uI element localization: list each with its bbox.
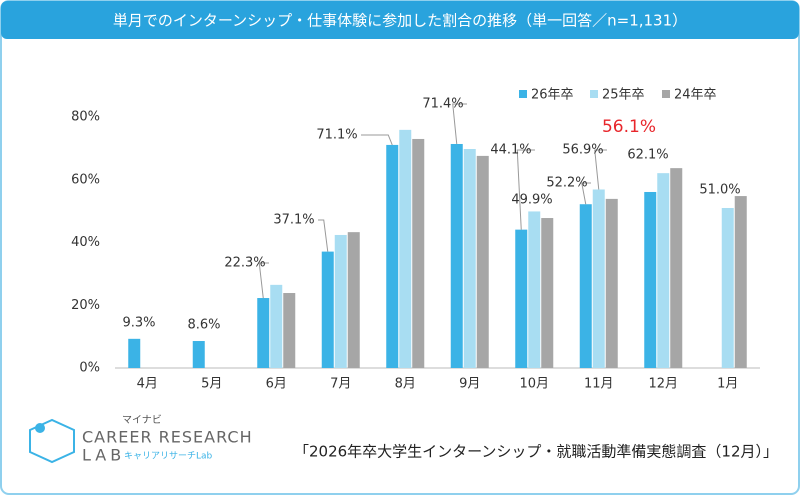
data-label: 8.6%	[187, 318, 220, 333]
bar	[515, 229, 528, 368]
bar	[734, 196, 747, 368]
leader-line	[452, 103, 467, 145]
bar	[412, 138, 425, 368]
bar	[605, 198, 618, 368]
source: 「2026年卒大学生インターンシップ・就職活動準備実態調査（12月）」	[294, 443, 778, 461]
data-label: 52.2%	[546, 176, 587, 191]
y-tick-label: 60%	[71, 172, 100, 187]
legend-label: 25年卒	[602, 88, 645, 103]
bar	[463, 149, 476, 368]
legend-swatch	[662, 90, 670, 98]
x-tick-label: 7月	[330, 377, 351, 392]
x-tick-label: 12月	[648, 377, 678, 392]
bar	[386, 144, 399, 368]
logo-line2: LAB	[82, 446, 125, 465]
bar	[334, 234, 347, 368]
data-label: 44.1%	[490, 143, 531, 158]
x-tick-label: 5月	[201, 377, 222, 392]
bar	[347, 232, 360, 368]
x-tick-label: 4月	[137, 377, 158, 392]
leader-line	[318, 219, 329, 252]
bar	[128, 338, 141, 368]
logo-sub: キャリアリサーチLab	[124, 451, 213, 462]
legend-swatch	[519, 90, 527, 98]
bar	[670, 168, 683, 368]
logo-line1: CAREER RESEARCH	[82, 428, 253, 447]
data-label: 22.3%	[224, 256, 265, 271]
header-band	[1, 1, 799, 39]
data-label: 56.1%	[602, 117, 656, 137]
bar	[721, 207, 734, 368]
bar	[476, 155, 489, 368]
x-tick-label: 11月	[584, 377, 614, 392]
x-tick-label: 10月	[519, 377, 549, 392]
bar	[283, 293, 296, 368]
x-tick-label: 1月	[717, 377, 738, 392]
leader-line	[516, 149, 535, 230]
y-tick-label: 0%	[79, 361, 100, 376]
data-label: 62.1%	[627, 148, 668, 163]
leader-line	[594, 149, 607, 190]
bar	[270, 284, 283, 368]
data-label: 71.4%	[422, 97, 463, 112]
bar	[592, 189, 605, 368]
bar	[528, 211, 541, 368]
legend-label: 24年卒	[674, 88, 717, 103]
y-tick-label: 40%	[71, 235, 100, 250]
logo-dot	[35, 423, 45, 433]
legend-swatch	[590, 90, 598, 98]
x-tick-label: 8月	[395, 377, 416, 392]
logo: マイナビ CAREER RESEARCH LAB キャリアリサーチLab	[29, 414, 253, 465]
data-label: 49.9%	[511, 193, 552, 208]
bar	[321, 251, 334, 368]
data-label: 56.9%	[562, 143, 603, 158]
leader-line	[581, 182, 591, 205]
x-tick-label: 9月	[459, 377, 480, 392]
logo-icon	[29, 418, 75, 464]
bar	[657, 173, 670, 368]
bar	[579, 204, 592, 368]
leader-line	[361, 134, 393, 146]
data-label: 51.0%	[699, 183, 740, 198]
logo-brand: マイナビ	[122, 414, 162, 426]
chart-title: 単月でのインターンシップ・仕事体験に参加した割合の推移（単一回答／n=1,131…	[113, 12, 687, 30]
data-label: 37.1%	[273, 213, 314, 228]
bar	[257, 298, 270, 368]
y-tick-label: 80%	[71, 110, 100, 125]
bar	[192, 341, 205, 368]
data-label: 71.1%	[316, 128, 357, 143]
y-tick-label: 20%	[71, 298, 100, 313]
bar	[450, 143, 463, 368]
bar	[644, 191, 657, 368]
data-label: 9.3%	[122, 316, 155, 331]
bar	[399, 129, 412, 368]
leader-line	[258, 262, 269, 299]
legend-label: 26年卒	[531, 88, 574, 103]
bar	[541, 218, 554, 368]
x-tick-label: 6月	[266, 377, 287, 392]
